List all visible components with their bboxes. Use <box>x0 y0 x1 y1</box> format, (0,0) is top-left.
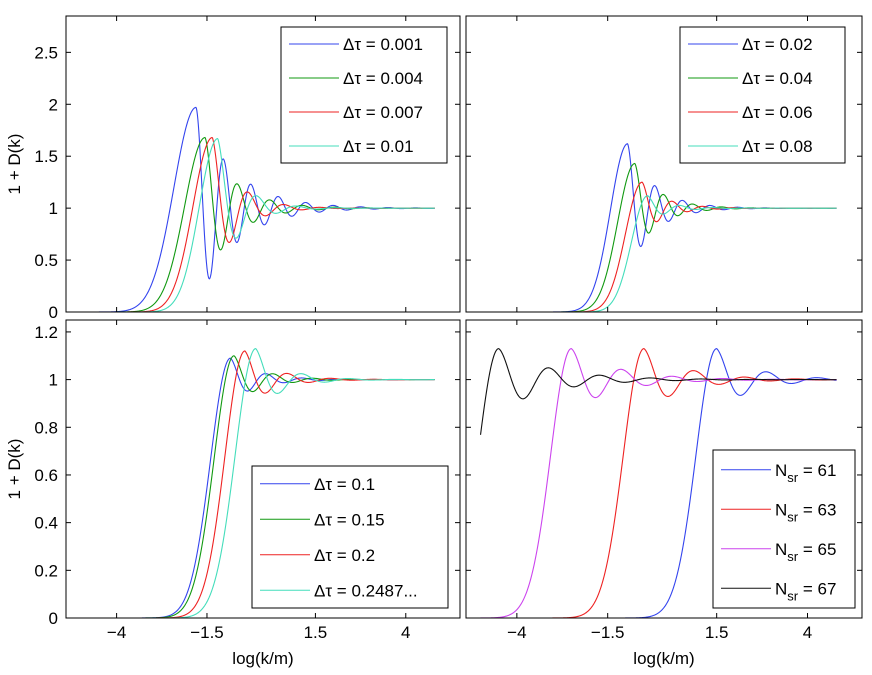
legend-box-br <box>712 449 856 609</box>
y-tick-label-bl-0: 0 <box>49 609 58 628</box>
legend-bl: Δτ = 0.1 Δτ = 0.15 Δτ = 0.2 Δτ = 0.2487... <box>251 465 449 609</box>
series-line-tl-0 <box>80 106 435 312</box>
y-axis-label-bl: 1 + D(k) <box>5 439 24 500</box>
axes-box-br <box>465 319 863 619</box>
legend-label-tl-1: Δτ = 0.004 <box>343 69 423 88</box>
y-tick-label-bl-3: 0.6 <box>34 466 58 485</box>
series-line-br-0 <box>480 348 837 618</box>
legend-label-bl-3: Δτ = 0.2487... <box>314 581 418 600</box>
legend-label-br-0: Nsr = 61 <box>775 461 836 485</box>
series-line-bl-2 <box>80 350 435 618</box>
x-tick-label-br-1: −1.5 <box>591 623 625 642</box>
y-axis-label-tl: 1 + D(k) <box>5 134 24 195</box>
legend-label-tl-0: Δτ = 0.001 <box>343 35 423 54</box>
legend-label-br-1: Nsr = 63 <box>775 500 836 524</box>
y-tick-label-bl-5: 1 <box>49 371 58 390</box>
x-axis-label-bl: log(k/m) <box>232 649 293 668</box>
chart-panel-tr: Δτ = 0.02 Δτ = 0.04 Δτ = 0.06 Δτ = 0.08 <box>465 15 863 313</box>
legend-br: Nsr = 61 Nsr = 63 Nsr = 65 Nsr = 67 <box>712 449 856 609</box>
series-line-br-1 <box>480 348 837 618</box>
chart-panel-tl: 0 0.5 1 1.5 2 2.5 1 + D(k) Δτ = 0.001 Δτ = 0.004… <box>5 15 461 322</box>
series-line-br-3 <box>479 348 837 435</box>
legend-label-bl-0: Δτ = 0.1 <box>314 475 375 494</box>
legend-tl: Δτ = 0.001 Δτ = 0.004 Δτ = 0.007 Δτ = 0.01 <box>280 26 448 164</box>
legend-box-bl <box>251 465 449 609</box>
series-line-tl-2 <box>80 136 435 312</box>
legend-label-tl-3: Δτ = 0.01 <box>343 137 414 156</box>
y-tick-label-bl-6: 1.2 <box>34 323 58 342</box>
legend-label-tl-2: Δτ = 0.007 <box>343 103 423 122</box>
legend-label-br-2: Nsr = 65 <box>775 540 836 564</box>
legend-box-tr <box>679 26 846 164</box>
y-tick-label-tl-4: 2 <box>49 95 58 114</box>
series-line-tr-3 <box>480 195 837 312</box>
series-line-bl-3 <box>80 348 435 618</box>
y-tick-label-bl-1: 0.2 <box>34 561 58 580</box>
y-tick-label-tl-2: 1 <box>49 199 58 218</box>
y-tick-label-tl-5: 2.5 <box>34 43 58 62</box>
legend-label-bl-2: Δτ = 0.2 <box>314 546 375 565</box>
legend-label-tr-2: Δτ = 0.06 <box>742 103 813 122</box>
chart-panel-bl: −4 −1.5 1.5 4 0 0.2 0.4 0.6 0.8 1 1.2 log(k/m) 1 + D… <box>5 319 461 668</box>
legend-box-tl <box>280 26 448 164</box>
y-tick-label-tl-1: 0.5 <box>34 251 58 270</box>
series-line-tl-3 <box>80 137 435 312</box>
legend-label-br-3: Nsr = 67 <box>775 579 836 603</box>
y-tick-label-bl-4: 0.8 <box>34 418 58 437</box>
y-tick-label-tl-3: 1.5 <box>34 147 58 166</box>
x-tick-label-bl-3: 4 <box>401 623 410 642</box>
x-axis-label-br: log(k/m) <box>633 649 694 668</box>
legend-tr: Δτ = 0.02 Δτ = 0.04 Δτ = 0.06 Δτ = 0.08 <box>679 26 846 164</box>
series-line-tr-0 <box>480 143 837 312</box>
x-tick-label-br-3: 4 <box>803 623 812 642</box>
y-tick-label-tl-0: 0 <box>49 303 58 322</box>
axes-box-tr <box>465 15 863 313</box>
x-tick-label-bl-0: −4 <box>107 623 126 642</box>
legend-label-tr-0: Δτ = 0.02 <box>742 35 813 54</box>
legend-label-tr-1: Δτ = 0.04 <box>742 69 813 88</box>
axes-box-tl <box>65 15 461 313</box>
x-tick-label-bl-2: 1.5 <box>304 623 328 642</box>
series-line-tr-1 <box>480 162 837 312</box>
legend-label-tr-3: Δτ = 0.08 <box>742 137 813 156</box>
series-line-tl-1 <box>80 136 435 312</box>
x-tick-label-br-0: −4 <box>507 623 526 642</box>
legend-label-bl-1: Δτ = 0.15 <box>314 510 385 529</box>
x-tick-label-bl-1: −1.5 <box>190 623 224 642</box>
x-tick-label-br-2: 1.5 <box>705 623 729 642</box>
axes-box-bl <box>65 319 461 619</box>
y-tick-label-bl-2: 0.4 <box>34 514 58 533</box>
